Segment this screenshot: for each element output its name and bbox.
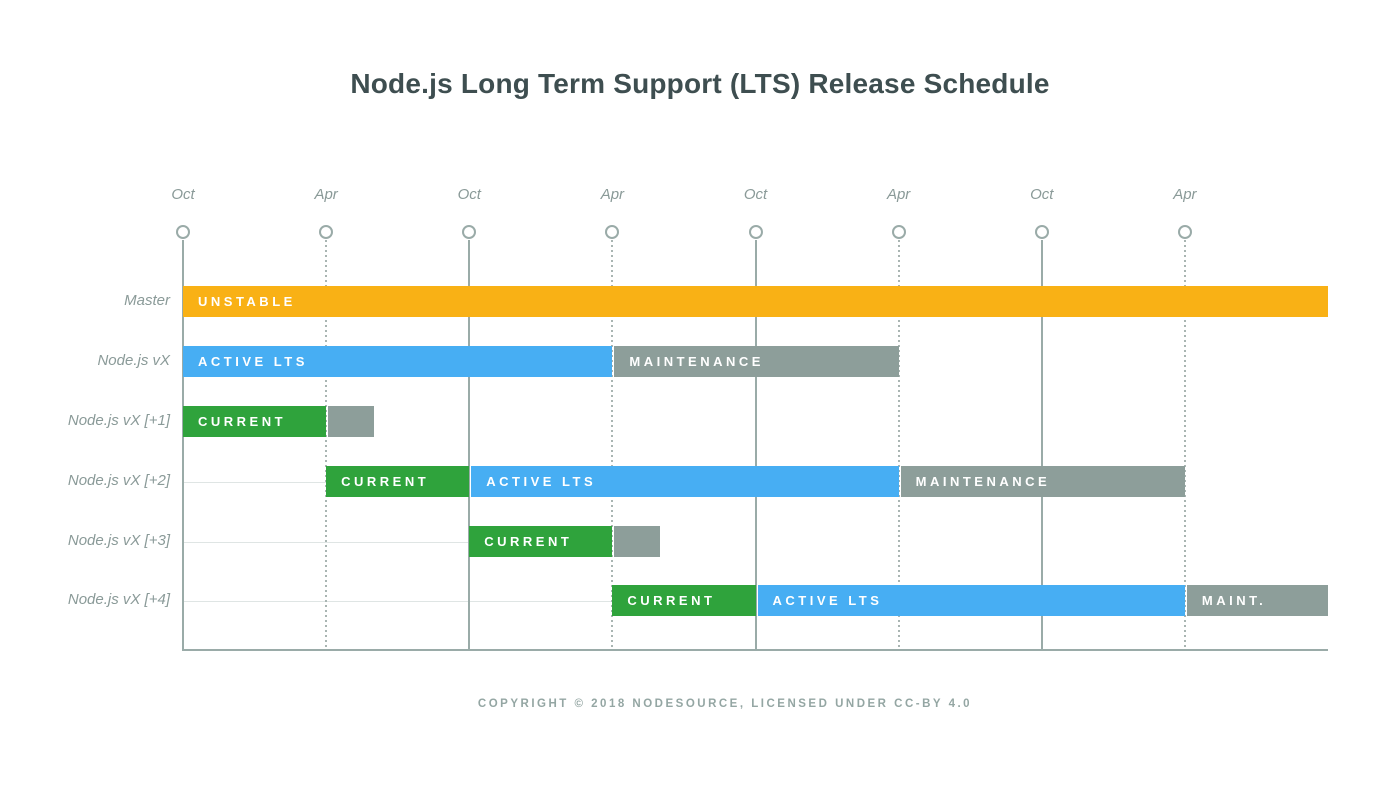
timeline-marker-circle [891, 225, 906, 239]
timeline-bar: CURRENT [469, 526, 613, 557]
timeline-bar: CURRENT [183, 406, 327, 437]
row-label: Master [124, 292, 170, 309]
timeline-bar-label: ACTIVE LTS [198, 354, 308, 369]
timeline-bar [614, 526, 661, 557]
axis-tick-label: Apr [314, 186, 338, 203]
row-label: Node.js vX [+3] [67, 532, 170, 549]
row-lead-line [183, 601, 613, 602]
timeline-bar [328, 406, 375, 437]
row-label: Node.js vX [+4] [67, 591, 170, 608]
axis-tick-label: Oct [1030, 186, 1054, 203]
row-label: Node.js vX [+2] [67, 472, 170, 489]
row-lead-line [183, 482, 327, 483]
vertical-gridline [1183, 240, 1186, 651]
timeline-bar-label: CURRENT [341, 474, 430, 489]
timeline-bar: ACTIVE LTS [183, 346, 613, 377]
axis-tick-label: Oct [743, 186, 768, 203]
timeline-bar-label: ACTIVE LTS [772, 593, 883, 608]
row-labels: Master Node.js vX Node.js vX [+1] Node.js v… [0, 0, 170, 651]
vertical-gridline [611, 240, 614, 651]
timeline-marker-circle [319, 225, 334, 239]
x-axis-baseline [183, 649, 1328, 651]
timeline-bar: MAINTENANCE [614, 346, 899, 377]
timeline-marker-circle [748, 225, 763, 239]
timeline-bar-label: MAINTENANCE [915, 474, 1051, 489]
timeline-bar: ACTIVE LTS [757, 585, 1185, 616]
timeline-bar: CURRENT [612, 585, 756, 616]
timeline-bar-label: CURRENT [627, 593, 716, 608]
timeline-marker-circle [176, 225, 190, 239]
timeline-marker-circle [1034, 225, 1049, 239]
timeline-bar-label: MAINTENANCE [629, 354, 764, 369]
axis-tick-label: Oct [457, 186, 481, 203]
timeline-bar: CURRENT [326, 466, 470, 497]
axis-tick-label: Apr [600, 186, 625, 203]
timeline-bar: UNSTABLE [183, 286, 1328, 317]
vertical-gridline [754, 240, 757, 651]
timeline-plot: Oct Apr Oct Apr Oct Apr Oct Apr UNSTABLE… [171, 0, 1328, 651]
vertical-gridline [897, 240, 900, 651]
row-label: Node.js vX [97, 352, 170, 369]
timeline-bar: MAINTENANCE [900, 466, 1185, 497]
timeline-bar: ACTIVE LTS [471, 466, 899, 497]
timeline-marker-circle [1177, 225, 1192, 239]
timeline-marker-circle [462, 225, 477, 239]
row-label: Node.js vX [+1] [67, 412, 170, 429]
vertical-gridline [325, 240, 328, 651]
copyright-text: COPYRIGHT © 2018 NODESOURCE, LICENSED UN… [477, 698, 973, 710]
axis-tick-label: Apr [886, 186, 911, 203]
timeline-bar-label: MAINT. [1201, 593, 1267, 608]
timeline-bar-label: ACTIVE LTS [486, 474, 597, 489]
timeline-bar-label: UNSTABLE [198, 294, 296, 309]
timeline-bar-label: CURRENT [484, 534, 573, 549]
axis-tick-label: Oct [171, 186, 195, 203]
timeline-bar-label: CURRENT [198, 414, 287, 429]
timeline-marker-circle [605, 225, 620, 239]
vertical-gridline [468, 240, 471, 651]
vertical-gridline [1040, 240, 1043, 651]
chart-title: Node.js Long Term Support (LTS) Release … [350, 68, 1050, 99]
timeline-bar: MAINT. [1186, 585, 1328, 616]
vertical-gridline [182, 240, 184, 651]
axis-tick-label: Apr [1173, 186, 1197, 203]
